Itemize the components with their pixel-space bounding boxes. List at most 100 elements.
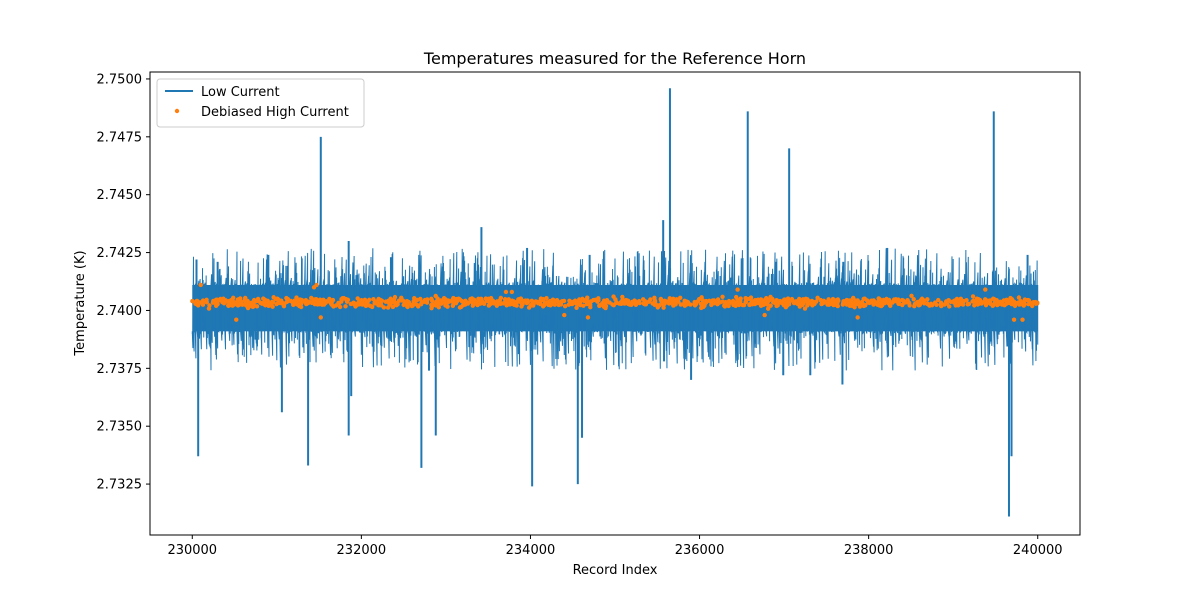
high-current-point [391, 297, 397, 302]
x-axis-label: Record Index [573, 563, 658, 578]
high-current-point [213, 297, 219, 303]
high-current-point [566, 302, 571, 307]
high-current-point [574, 301, 579, 306]
high-current-point [190, 298, 195, 304]
high-current-point [588, 304, 593, 310]
high-current-point [476, 296, 481, 302]
high-current-point [692, 303, 698, 308]
high-current-point [299, 301, 304, 306]
high-current-point [374, 300, 379, 305]
high-current-point [348, 301, 354, 307]
high-current-point [229, 297, 234, 303]
high-current-point [601, 301, 606, 306]
high-current-point [840, 302, 846, 307]
high-current-point [884, 296, 889, 302]
high-current-point [661, 305, 666, 310]
legend-dot-swatch [174, 108, 180, 114]
high-current-point [821, 300, 826, 305]
high-current-point [800, 297, 806, 302]
high-current-point [251, 297, 257, 303]
high-current-point [337, 304, 343, 310]
x-tick-label: 232000 [337, 543, 387, 558]
high-current-point [942, 302, 947, 307]
high-current-point [336, 300, 342, 306]
high-current-point [1013, 300, 1018, 306]
high-current-point [934, 302, 939, 307]
high-current-point [844, 298, 849, 304]
high-current-point [353, 302, 358, 307]
high-current-point [587, 300, 592, 306]
high-current-point [954, 296, 960, 302]
high-current-point [471, 299, 476, 304]
legend-label-low-current: Low Current [201, 85, 280, 100]
high-current-point [1016, 295, 1022, 300]
high-current-point [875, 299, 881, 304]
high-current-point [914, 301, 920, 306]
high-current-point [731, 302, 737, 308]
high-current-point [222, 300, 228, 305]
high-current-point [652, 295, 657, 300]
high-current-point [765, 306, 771, 311]
legend: Low Current Debiased High Current [156, 78, 365, 128]
debiased-high-current-series [190, 282, 1040, 322]
high-current-point [574, 305, 579, 310]
high-current-point [682, 303, 688, 308]
high-current-point [457, 297, 462, 302]
high-current-point [953, 303, 958, 308]
high-current-point [876, 296, 881, 301]
high-current-point [404, 298, 410, 304]
high-current-point [918, 298, 923, 303]
high-current-point [650, 301, 655, 306]
high-current-point [909, 293, 914, 298]
high-current-point [501, 301, 506, 306]
high-current-point [835, 298, 841, 304]
high-current-point [357, 302, 362, 307]
high-current-point [925, 297, 930, 302]
high-current-point [228, 301, 234, 306]
high-current-point [896, 301, 901, 307]
y-tick-label: 2.7450 [97, 188, 143, 203]
chart-title: Temperatures measured for the Reference … [423, 49, 806, 68]
high-current-point [1035, 300, 1040, 305]
high-current-outlier [509, 289, 515, 295]
high-current-point [294, 295, 299, 300]
y-tick-label: 2.7500 [97, 72, 143, 87]
high-current-point [404, 302, 410, 307]
high-current-point [607, 300, 612, 305]
high-current-point [291, 302, 297, 307]
high-current-point [411, 301, 416, 307]
high-current-point [514, 303, 519, 308]
low-current-line [191, 248, 1039, 371]
y-tick-label: 2.7425 [97, 246, 143, 261]
high-current-point [805, 303, 810, 308]
high-current-outlier [318, 315, 323, 320]
high-current-point [1030, 300, 1035, 305]
high-current-point [646, 299, 652, 304]
high-current-point [892, 297, 897, 302]
high-current-outlier [855, 315, 860, 320]
high-current-point [584, 297, 589, 302]
high-current-point [450, 298, 456, 304]
high-current-point [538, 296, 544, 301]
high-current-point [844, 302, 850, 307]
high-current-point [235, 303, 241, 308]
high-current-point [861, 296, 866, 302]
high-current-point [1019, 299, 1024, 305]
high-current-point [1025, 297, 1031, 303]
high-current-point [195, 303, 201, 308]
high-current-point [947, 304, 952, 309]
high-current-point [344, 296, 349, 302]
high-current-point [880, 303, 885, 308]
high-current-point [516, 297, 522, 302]
high-current-point [591, 297, 596, 303]
high-current-point [826, 297, 831, 302]
high-current-point [434, 301, 440, 306]
high-current-point [734, 294, 739, 300]
high-current-point [506, 301, 511, 306]
high-current-point [936, 297, 941, 303]
high-current-point [200, 302, 206, 307]
high-current-point [443, 297, 448, 302]
high-current-point [861, 303, 866, 309]
high-current-point [603, 305, 608, 311]
high-current-point [678, 302, 683, 307]
